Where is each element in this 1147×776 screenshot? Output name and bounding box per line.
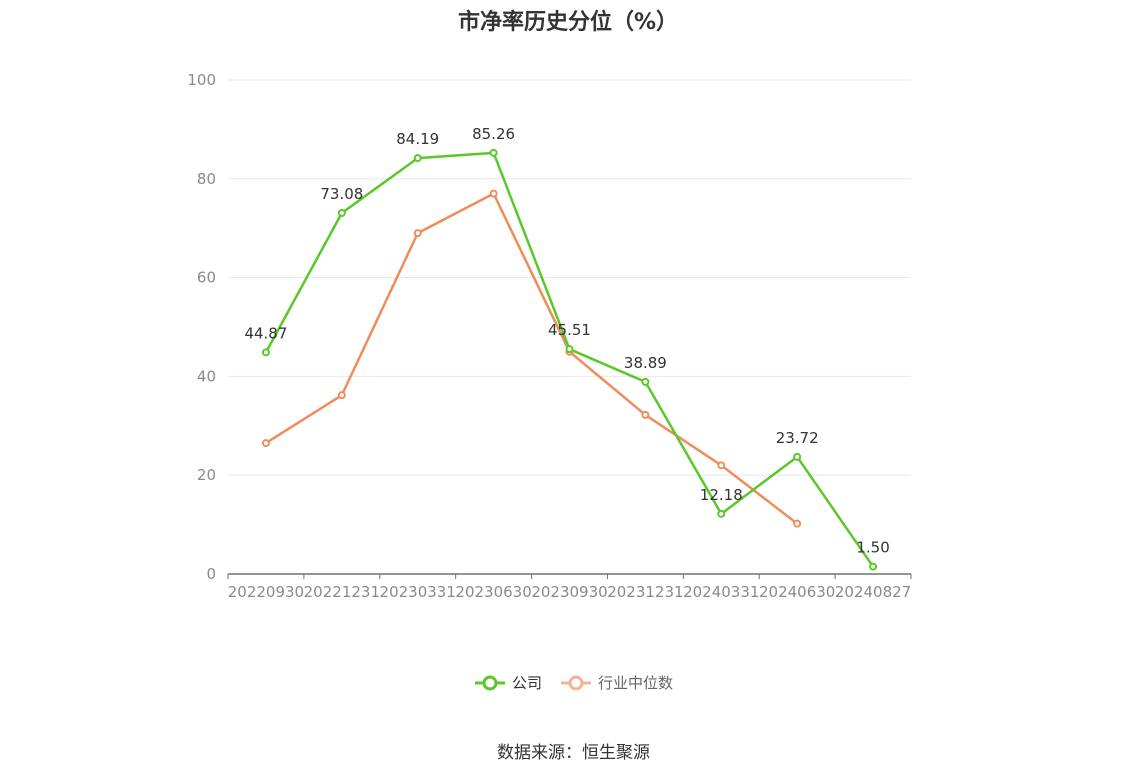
data-point-company bbox=[261, 348, 270, 357]
data-point-company bbox=[489, 148, 498, 157]
data-label-company: 73.08 bbox=[320, 185, 363, 203]
legend-industry-icon bbox=[561, 675, 591, 690]
data-point-company bbox=[869, 562, 878, 571]
data-point-company bbox=[641, 377, 650, 386]
legend-item-company[interactable]: 公司 bbox=[474, 672, 542, 693]
x-tick-label: 20231231 bbox=[607, 583, 683, 601]
data-label-company: 85.26 bbox=[472, 125, 515, 143]
legend: 公司 行业中位数 bbox=[0, 672, 1147, 693]
legend-company-icon bbox=[474, 675, 505, 690]
data-label-company: 23.72 bbox=[776, 429, 819, 447]
source-note: 数据来源：恒生聚源 bbox=[497, 743, 650, 763]
grid-lines bbox=[228, 79, 911, 476]
data-point-company bbox=[337, 208, 346, 217]
data-point-company bbox=[793, 452, 802, 461]
data-label-company: 44.87 bbox=[244, 324, 287, 342]
data-point-industry bbox=[261, 439, 270, 448]
data-point-industry bbox=[641, 410, 650, 419]
series-lines bbox=[264, 151, 875, 568]
data-label-company: 12.18 bbox=[700, 486, 743, 504]
data-label-company: 1.50 bbox=[856, 539, 889, 557]
legend-label-industry: 行业中位数 bbox=[598, 674, 674, 692]
y-tick-label: 40 bbox=[197, 367, 216, 385]
x-tick-label: 20230630 bbox=[455, 583, 531, 601]
series-line-company bbox=[264, 151, 875, 568]
data-point-industry bbox=[717, 461, 726, 470]
chart-title: 市净率历史分位（%） bbox=[457, 10, 679, 35]
x-tick-label: 20221231 bbox=[304, 583, 380, 601]
y-tick-label: 80 bbox=[197, 170, 216, 188]
series-line-industry bbox=[265, 192, 798, 525]
data-point-industry bbox=[489, 189, 498, 198]
y-tick-label: 0 bbox=[206, 565, 216, 583]
x-tick-label: 20220930 bbox=[228, 583, 304, 601]
data-point-company bbox=[413, 154, 422, 163]
data-point-company bbox=[717, 509, 726, 518]
data-label-company: 45.51 bbox=[548, 321, 591, 339]
y-axis: 0 20 40 60 80 100 bbox=[187, 71, 216, 583]
x-tick-label: 20230331 bbox=[380, 583, 456, 601]
y-tick-label: 20 bbox=[197, 466, 216, 484]
data-point-industry bbox=[793, 519, 802, 528]
legend-label-company: 公司 bbox=[511, 674, 542, 692]
series-points bbox=[261, 148, 878, 571]
data-label-company: 84.19 bbox=[396, 130, 439, 148]
x-tick-label: 20240827 bbox=[835, 583, 911, 601]
data-labels: 44.87 73.08 84.19 85.26 45.51 38.89 12.18 23.72… bbox=[244, 125, 889, 557]
x-axis: 20220930 20221231 20230331 20230630 20230930… bbox=[227, 573, 912, 601]
data-point-industry bbox=[337, 391, 346, 400]
legend-item-industry[interactable]: 行业中位数 bbox=[560, 672, 673, 693]
y-tick-label: 100 bbox=[187, 71, 216, 89]
data-label-company: 38.89 bbox=[624, 354, 667, 372]
x-tick-label: 20240331 bbox=[683, 583, 759, 601]
x-tick-label: 20240630 bbox=[759, 583, 835, 601]
data-point-company bbox=[565, 345, 574, 354]
x-tick-label: 20230930 bbox=[531, 583, 607, 601]
y-tick-label: 60 bbox=[197, 269, 216, 287]
data-point-industry bbox=[413, 229, 422, 238]
